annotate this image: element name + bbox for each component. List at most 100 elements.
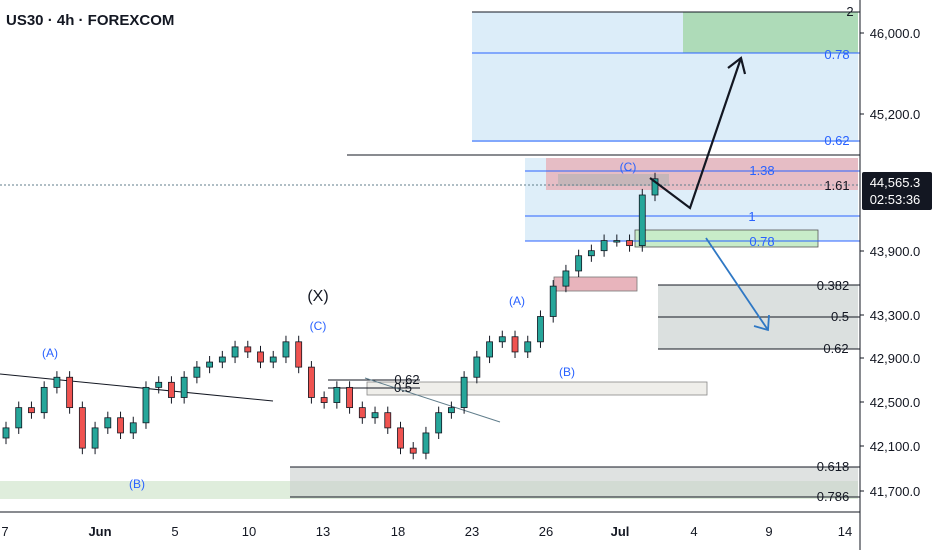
candle-body	[104, 417, 112, 429]
target-zone-green	[683, 12, 858, 53]
time-tick-label: Jun	[88, 524, 111, 539]
candle-body	[447, 407, 455, 414]
candle-body	[15, 407, 23, 429]
candle-body	[537, 316, 544, 343]
time-tick-label: 13	[316, 524, 330, 539]
candle-body	[180, 376, 188, 398]
candle-body	[473, 356, 481, 378]
price-tick-label: 45,200.0	[870, 107, 921, 122]
candle-body	[218, 356, 226, 363]
candle-body	[397, 427, 404, 449]
candle-body	[346, 386, 353, 409]
current-price-label: 44,565.3	[870, 175, 921, 190]
candle-body	[295, 341, 303, 368]
fib-level-label: 1	[748, 209, 755, 224]
fib-level-label: 0.62	[823, 341, 848, 356]
time-tick-label: 9	[765, 524, 772, 539]
current-zone-grey	[558, 174, 669, 186]
candle-body	[371, 412, 379, 419]
candle-body	[575, 255, 583, 272]
price-tick-label: 42,500.0	[870, 395, 921, 410]
fib-zone-grey-bottom	[290, 467, 858, 497]
candle-body	[53, 376, 61, 388]
candle-body	[269, 356, 277, 363]
candle-body	[231, 346, 239, 358]
time-tick-label: 18	[391, 524, 405, 539]
fib-level-label: 1.38	[749, 163, 774, 178]
wave-label: (X)	[307, 288, 328, 305]
candle-body	[91, 427, 99, 449]
candle-body	[282, 341, 290, 358]
fib-level-label: 0.78	[749, 234, 774, 249]
candle-body	[244, 346, 252, 353]
time-axis-bg	[0, 512, 860, 550]
candle-body	[117, 417, 124, 434]
price-tick-label: 42,100.0	[870, 439, 921, 454]
candle-body	[600, 240, 608, 252]
candle-body	[409, 447, 417, 454]
candle-body	[460, 376, 468, 409]
candle-body	[2, 427, 10, 439]
candle-body	[206, 361, 214, 368]
support-zone-green	[634, 229, 819, 248]
projection-arrow-up	[649, 57, 743, 210]
trendline-upper	[0, 373, 274, 402]
wave-label: (B)	[559, 365, 575, 379]
candle-body	[549, 285, 557, 317]
trendline-mid	[364, 377, 501, 423]
fib-level-label: 0.78	[824, 47, 849, 62]
wave-label: (A)	[42, 346, 58, 360]
fib-level-label: 0.62	[824, 133, 849, 148]
price-tick-label: 43,300.0	[870, 308, 921, 323]
candle-body	[40, 386, 48, 414]
time-tick-label: 26	[539, 524, 553, 539]
fib-level-label: 0.786	[817, 489, 850, 504]
candle-body	[257, 351, 264, 363]
time-tick-label: 23	[465, 524, 479, 539]
candle-body	[384, 412, 392, 429]
candle-body	[422, 432, 430, 454]
candle-body	[78, 407, 86, 449]
fib-level-label: 0.5	[394, 380, 412, 395]
arrow-head-down	[753, 314, 770, 332]
wave-label: (A)	[509, 294, 525, 308]
candle-body	[129, 422, 137, 434]
fib-level-label: 1.61	[824, 178, 849, 193]
time-tick-label: 10	[242, 524, 256, 539]
candle-body	[486, 341, 493, 358]
candle-body	[524, 341, 532, 353]
candle-body	[358, 407, 366, 419]
candle-body	[320, 397, 328, 403]
current-price-badge	[862, 172, 932, 210]
price-tick-label: 43,900.0	[870, 244, 921, 259]
candle-body	[28, 407, 35, 414]
arrow-head-up	[727, 56, 747, 75]
candle-body	[155, 381, 163, 388]
fib-level-label: 0.382	[817, 278, 850, 293]
candle-body	[435, 412, 443, 434]
fib-level-label: 2	[846, 4, 853, 19]
price-tick-label: 41,700.0	[870, 484, 921, 499]
fib-level-label: 0.5	[831, 309, 849, 324]
time-tick-label: Jul	[611, 524, 630, 539]
candle-body	[638, 194, 646, 247]
time-tick-label: 5	[171, 524, 178, 539]
candle-body	[626, 240, 633, 247]
fib-level-label: 0.618	[817, 459, 850, 474]
supply-zone-pink	[553, 276, 638, 292]
wave-label: (B)	[129, 477, 145, 491]
fib-level-label: 0.62	[394, 372, 419, 387]
time-tick-label: 14	[838, 524, 852, 539]
candle-body	[142, 386, 150, 424]
candle-body	[498, 336, 506, 343]
time-tick-label: 4	[690, 524, 697, 539]
candle-body	[613, 240, 621, 243]
price-tick-label: 42,900.0	[870, 351, 921, 366]
wave-label: (C)	[310, 319, 327, 333]
candle-body	[193, 366, 201, 378]
candle-body	[308, 366, 315, 398]
price-tick-label: 46,000.0	[870, 26, 921, 41]
candle-body	[562, 270, 570, 287]
